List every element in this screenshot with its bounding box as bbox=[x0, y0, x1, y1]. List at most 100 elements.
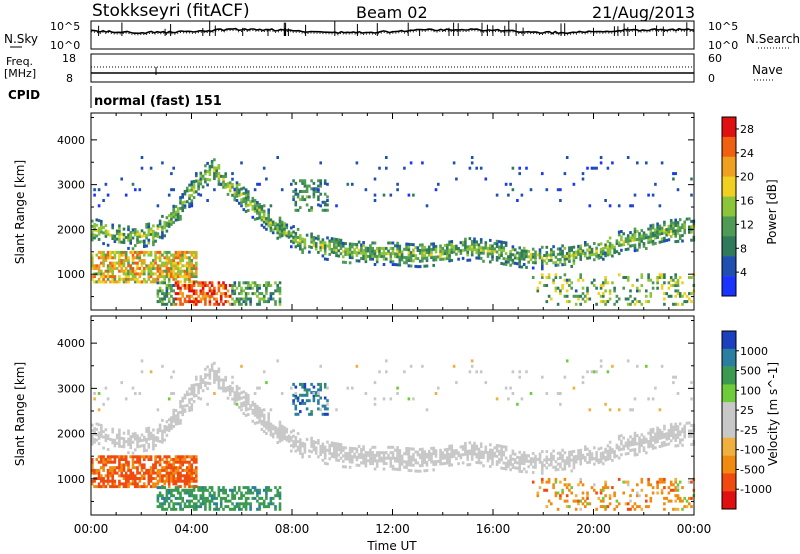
velocity-cell bbox=[242, 505, 246, 509]
velocity-cell bbox=[536, 494, 540, 498]
velocity-cell bbox=[179, 460, 182, 464]
velocity-cell bbox=[204, 505, 207, 509]
velocity-cell bbox=[511, 465, 515, 469]
power-cell bbox=[504, 244, 508, 247]
power-cell bbox=[360, 248, 363, 252]
power-cell bbox=[405, 256, 408, 260]
power-cell bbox=[321, 238, 325, 242]
power-cell bbox=[457, 247, 460, 250]
velocity-cell bbox=[156, 408, 160, 412]
velocity-cell bbox=[251, 400, 255, 404]
power-cell bbox=[319, 245, 322, 249]
power-cell bbox=[222, 180, 225, 184]
velocity-cell bbox=[91, 471, 94, 475]
velocity-cell bbox=[170, 488, 173, 492]
velocity-cell bbox=[91, 437, 94, 441]
velocity-cell bbox=[342, 459, 345, 463]
velocity-cell bbox=[271, 432, 275, 436]
velocity-cell bbox=[253, 405, 257, 409]
velocity-cell bbox=[676, 494, 680, 498]
power-cell bbox=[271, 231, 275, 235]
velocity-cell bbox=[645, 499, 648, 503]
velocity-cell bbox=[570, 469, 573, 473]
velocity-cell bbox=[152, 439, 155, 443]
velocity-cell bbox=[233, 505, 237, 509]
velocity-cell bbox=[192, 455, 196, 459]
power-cell bbox=[479, 251, 483, 255]
power-cell bbox=[577, 297, 580, 301]
power-cell bbox=[317, 195, 320, 199]
velocity-cell bbox=[188, 392, 191, 396]
power-cell bbox=[190, 185, 194, 189]
velocity-cell bbox=[158, 477, 162, 480]
velocity-cell bbox=[102, 482, 105, 486]
velocity-cell bbox=[267, 415, 270, 418]
power-cell bbox=[183, 204, 187, 208]
power-cell bbox=[156, 292, 160, 296]
velocity-cell bbox=[134, 460, 137, 464]
power-cell bbox=[534, 253, 537, 257]
power-cell bbox=[326, 203, 329, 207]
power-cell bbox=[597, 243, 601, 247]
power-cell bbox=[222, 284, 225, 287]
velocity-cell bbox=[222, 389, 225, 393]
power-cell bbox=[208, 286, 212, 290]
velocity-cell bbox=[226, 396, 230, 400]
velocity-cell bbox=[172, 419, 175, 423]
power-cell bbox=[127, 261, 130, 265]
velocity-cell bbox=[163, 430, 166, 434]
velocity-cell bbox=[136, 466, 139, 470]
velocity-cell bbox=[663, 432, 666, 436]
power-cell bbox=[342, 260, 345, 264]
velocity-cell bbox=[213, 502, 216, 506]
velocity-cell bbox=[256, 488, 259, 492]
power-cell bbox=[190, 259, 194, 262]
velocity-cell bbox=[620, 439, 623, 443]
power-cell bbox=[396, 188, 399, 192]
power-cell bbox=[382, 263, 386, 266]
velocity-cell bbox=[504, 448, 508, 452]
velocity-cell bbox=[97, 482, 101, 486]
velocity-cell bbox=[156, 439, 160, 443]
power-cell bbox=[525, 255, 528, 259]
velocity-cell bbox=[163, 468, 166, 472]
velocity-cell bbox=[407, 452, 411, 456]
velocity-cell bbox=[550, 460, 553, 464]
velocity-cell bbox=[136, 439, 139, 443]
velocity-cell bbox=[640, 480, 644, 484]
velocity-cell bbox=[186, 488, 189, 492]
power-cell bbox=[163, 226, 166, 230]
velocity-cell bbox=[102, 463, 105, 467]
power-cell bbox=[136, 253, 139, 257]
velocity-cell bbox=[93, 471, 96, 475]
power-cell bbox=[651, 286, 655, 290]
power-cell bbox=[321, 200, 325, 204]
power-cell bbox=[400, 258, 404, 262]
velocity-cell bbox=[507, 459, 510, 463]
power-cell bbox=[188, 284, 191, 287]
power-cell bbox=[131, 250, 135, 254]
power-cell bbox=[495, 239, 499, 243]
velocity-cell bbox=[645, 364, 648, 368]
velocity-cell bbox=[446, 461, 449, 465]
velocity-cell bbox=[231, 389, 234, 393]
power-cell bbox=[561, 255, 564, 259]
velocity-cell bbox=[294, 449, 298, 453]
velocity-cell bbox=[152, 463, 155, 467]
velocity-cell bbox=[412, 447, 415, 451]
velocity-cell bbox=[663, 486, 666, 490]
power-cell bbox=[536, 253, 540, 257]
velocity-cell bbox=[459, 453, 463, 457]
freq-panel-frame bbox=[90, 53, 695, 83]
power-cell bbox=[579, 252, 582, 256]
velocity-cell bbox=[217, 488, 221, 492]
velocity-cell bbox=[672, 507, 675, 511]
velocity-cell bbox=[242, 403, 246, 407]
power-cell bbox=[131, 269, 135, 273]
velocity-cell bbox=[649, 483, 653, 487]
power-cell bbox=[124, 259, 128, 262]
velocity-cell bbox=[104, 474, 108, 478]
velocity-cell bbox=[690, 397, 693, 401]
x-tick-label: 20:00 bbox=[576, 522, 611, 536]
velocity-cell bbox=[348, 460, 352, 464]
